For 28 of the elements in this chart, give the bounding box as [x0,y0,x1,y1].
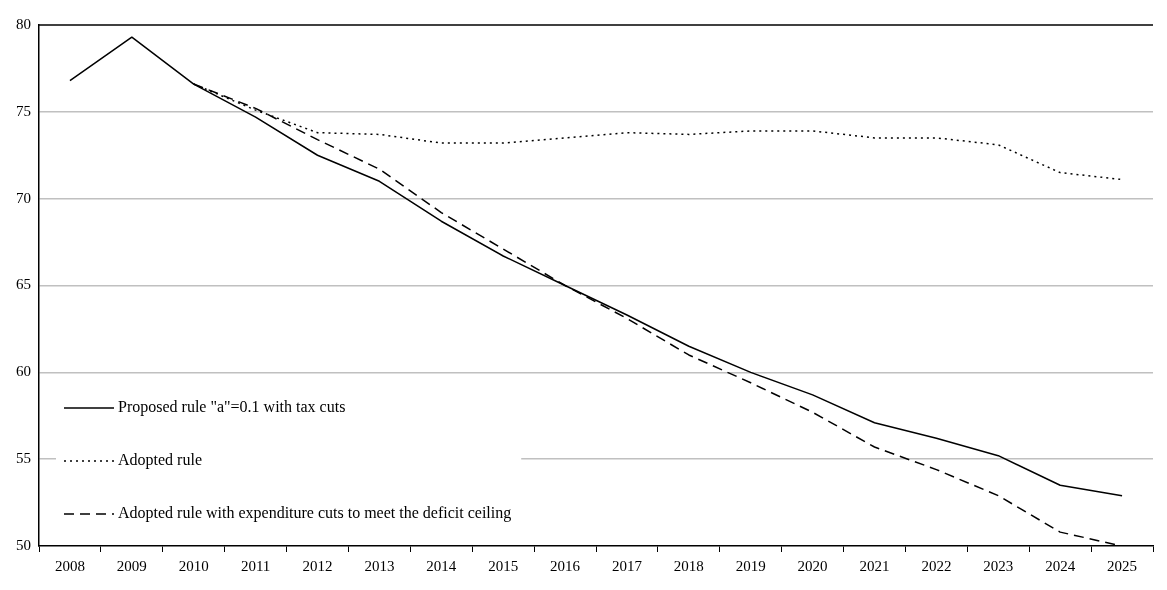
y-tick-label: 65 [16,276,31,293]
x-tick-label: 2016 [550,557,581,574]
x-tick-label: 2022 [921,557,952,574]
x-tick-label: 2024 [1045,557,1076,574]
legend-label: Adopted rule [118,451,202,470]
y-tick-label: 60 [16,363,31,380]
x-tick-label: 2023 [983,557,1014,574]
x-tick-label: 2020 [797,557,828,574]
y-tick-label: 55 [16,450,31,467]
x-tick-label: 2009 [116,557,147,574]
y-tick-label: 50 [16,536,31,553]
x-tick-label: 2011 [240,557,271,574]
x-tick-label: 2021 [859,557,890,574]
x-tick-label: 2018 [673,557,704,574]
x-tick-label: 2012 [302,557,333,574]
legend-label: Proposed rule "a"=0.1 with tax cuts [118,398,346,417]
x-tick-label: 2017 [611,557,643,574]
x-tick-label: 2015 [488,557,519,574]
legend-label: Adopted rule with expenditure cuts to meet the deficit ceiling [118,504,512,523]
y-tick-label: 75 [16,102,31,119]
x-tick-label: 2014 [426,557,457,574]
x-tick-label: 2025 [1107,557,1138,574]
y-tick-label: 80 [16,15,31,32]
x-tick-label: 2013 [364,557,395,574]
x-tick-label: 2008 [54,557,85,574]
y-tick-label: 70 [16,189,31,206]
x-tick-label: 2010 [178,557,209,574]
x-tick-label: 2019 [735,557,766,574]
